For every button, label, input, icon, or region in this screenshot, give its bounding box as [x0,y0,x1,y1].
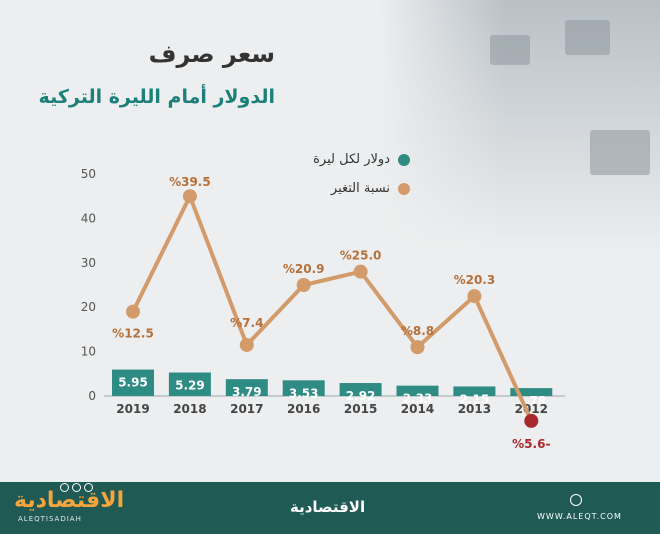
legend-swatch-change [398,182,410,195]
bar [510,388,553,396]
x-tick-label: 2014 [401,402,434,416]
y-tick-label: 10 [81,345,96,359]
line-point [353,264,368,279]
y-tick-label: 0 [88,389,96,403]
line-point [239,337,254,352]
line-value-label: %25.0 [340,249,382,263]
brand-handle: ALEQTISADIAH [18,515,82,523]
brand-logo-center: الاقتصادية [290,498,366,516]
line-point [524,413,539,428]
social-icon[interactable] [72,483,81,492]
social-icon[interactable] [60,483,69,492]
line-point [126,304,140,319]
social-icons [60,483,93,492]
bar-value-label: 2.15 [460,392,490,406]
bar [396,385,439,396]
line-value-label: %20.9 [283,262,325,276]
tablet-icon [565,20,610,55]
line-value-label: %8.8 [401,324,434,338]
line-value-label: %12.5 [112,327,154,341]
x-tick-label: 2017 [230,402,263,416]
bar-value-label: 3.53 [289,386,319,400]
social-icon[interactable] [84,483,93,492]
series-line [131,194,534,422]
line-value-label: %39.5 [169,175,211,189]
site-url[interactable]: WWW.ALEQT.COM [537,512,622,521]
bar-value-label: 2.92 [346,389,376,403]
y-tick-label: 20 [81,300,96,314]
y-tick-label: 40 [81,211,96,225]
bar-value-label: 5.95 [118,376,148,390]
laptop-icon [490,35,530,65]
x-tick-label: 2018 [173,402,206,416]
bar [112,369,154,396]
bar [282,380,325,396]
bar-value-label: 3.79 [232,385,262,399]
legend-item-change: نسبة التغير [313,181,410,196]
y-tick-label: 30 [81,256,96,270]
chart-legend: دولار لكل ليرة نسبة التغير [313,152,410,210]
background-photo [380,0,660,250]
bar [339,383,382,396]
legend-item-rate: دولار لكل ليرة [313,152,410,167]
line-value-label: %7.4 [230,316,263,330]
x-tick-label: 2019 [116,402,149,416]
x-tick-label: 2015 [344,402,377,416]
bar [225,379,268,396]
laptop-icon [590,130,650,175]
globe-icon [570,494,582,506]
x-tick-label: 2016 [287,402,320,416]
bar [453,386,496,396]
chart-subtitle: الدولار أمام الليرة التركية [38,86,275,108]
line-value-label: %20.3 [454,273,496,287]
bar-value-label: 2.33 [403,392,433,406]
line-point [296,278,311,292]
legend-label-change: نسبة التغير [330,181,390,196]
line-value-label: %5.6- [512,437,550,451]
chart-title: سعر صرف [148,40,275,68]
legend-label-rate: دولار لكل ليرة [313,152,390,167]
footer-bar: الاقتصادية ALEQTISADIAH الاقتصادية WWW.A… [0,482,660,534]
line-point [410,340,425,355]
brand-logo-left: الاقتصادية [14,488,125,513]
bar-value-label: 5.29 [175,379,205,393]
line-point [182,189,197,204]
legend-swatch-rate [398,153,410,166]
bar [168,372,211,396]
y-tick-label: 50 [81,167,96,181]
line-point [467,289,482,304]
x-tick-label: 2013 [458,402,491,416]
